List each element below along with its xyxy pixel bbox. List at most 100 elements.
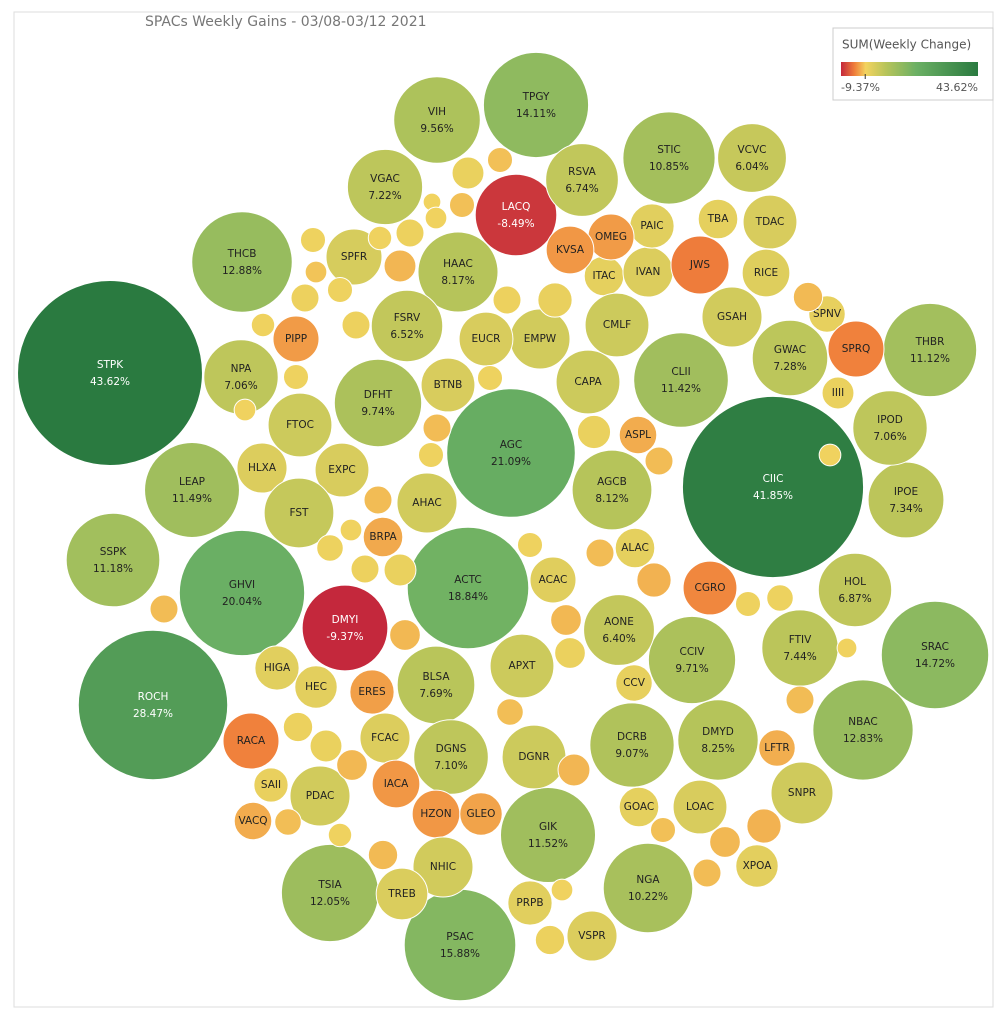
- bubble: [144, 442, 240, 538]
- bubble: [852, 390, 928, 466]
- bubble-label: OMEG: [595, 231, 627, 243]
- bubble-label: GOAC: [624, 801, 655, 813]
- bubble-value: 7.06%: [224, 380, 257, 392]
- bubble: [413, 719, 489, 795]
- bubble: [618, 786, 660, 828]
- bubble: [363, 485, 393, 515]
- bubble: [550, 604, 582, 636]
- bubble: [633, 332, 729, 428]
- bubble-label: SPFR: [341, 251, 367, 263]
- bubble: [770, 761, 834, 825]
- bubble-label: ASPL: [625, 429, 651, 441]
- bubble: [309, 729, 343, 763]
- bubble-label: ACAC: [539, 574, 568, 586]
- bubble-label: CGRO: [694, 582, 725, 594]
- bubble: [396, 645, 476, 725]
- bubble-value: 11.49%: [172, 493, 212, 505]
- bubble: [233, 801, 273, 841]
- bubble-label: TSIA: [317, 879, 342, 891]
- bubble: [557, 753, 591, 787]
- bubble-label: THBR: [915, 336, 945, 348]
- bubble-value: 9.71%: [675, 663, 708, 675]
- bubble: [222, 712, 280, 770]
- bubble-label: EMPW: [524, 333, 557, 345]
- bubble-value: 6.40%: [602, 633, 635, 645]
- bubble: [701, 286, 763, 348]
- bubble: [149, 594, 179, 624]
- bubble: [827, 320, 885, 378]
- bubble-label: FTOC: [286, 419, 314, 431]
- bubble: [649, 816, 677, 844]
- bubble-label: VACQ: [238, 815, 267, 827]
- bubble: [766, 584, 794, 612]
- bubble-label: LEAP: [179, 476, 205, 488]
- bubble-label: GSAH: [717, 311, 747, 323]
- bubble: [417, 441, 445, 469]
- bubble: [742, 194, 798, 250]
- legend-gradient: [841, 62, 978, 76]
- bubble: [576, 414, 612, 450]
- bubble: [496, 698, 524, 726]
- bubble: [375, 867, 429, 921]
- bubble-value: 6.04%: [735, 161, 768, 173]
- bubble-label: CAPA: [574, 376, 602, 388]
- bubble: [282, 363, 310, 391]
- bubble: [233, 398, 257, 422]
- bubble-value: 18.84%: [448, 591, 488, 603]
- bubble-label: RACA: [237, 735, 266, 747]
- bubble: [367, 839, 399, 871]
- bubble-label: NHIC: [430, 861, 456, 873]
- bubble-label: STIC: [657, 144, 681, 156]
- bubble: [191, 211, 293, 313]
- bubble-label: ALAC: [621, 542, 649, 554]
- bubble: [647, 615, 737, 705]
- bubble: [236, 442, 288, 494]
- bubble: [761, 609, 839, 687]
- bubble-label: CLII: [671, 366, 690, 378]
- bubble: [507, 880, 553, 926]
- bubble: [267, 392, 333, 458]
- bubble-value: 7.69%: [419, 688, 452, 700]
- bubble-label: PRPB: [516, 897, 543, 909]
- bubble-label: GIK: [539, 821, 558, 833]
- bubble: [751, 319, 829, 397]
- bubble: [250, 312, 276, 338]
- bubble: [263, 477, 335, 549]
- bubble: [370, 289, 444, 363]
- bubble: [602, 842, 694, 934]
- bubble-value: 7.44%: [783, 651, 816, 663]
- bubble-value: 41.85%: [753, 490, 793, 502]
- bubble: [537, 282, 573, 318]
- bubble: [304, 260, 328, 284]
- bubble: [672, 779, 728, 835]
- bubble: [735, 844, 779, 888]
- bubble-label: GLEO: [467, 808, 496, 820]
- bubble-label: SPNV: [813, 308, 842, 320]
- bubble-value: 11.12%: [910, 353, 950, 365]
- bubble: [554, 637, 586, 669]
- bubble: [424, 206, 448, 230]
- bubble: [583, 594, 655, 666]
- bubble: [314, 442, 370, 498]
- bubble-value: 6.87%: [838, 593, 871, 605]
- bubble-label: PSAC: [446, 931, 474, 943]
- bubble: [65, 512, 161, 608]
- bubble: [389, 619, 421, 651]
- bubble-label: THCB: [227, 248, 257, 260]
- bubble-value: 20.04%: [222, 596, 262, 608]
- bubble: [867, 461, 945, 539]
- bubble: [636, 562, 672, 598]
- bubble-label: PAIC: [640, 220, 663, 232]
- bubble-label: SRAC: [921, 641, 949, 653]
- bubble-label: VCVC: [737, 144, 766, 156]
- bubble-value: 6.52%: [390, 329, 423, 341]
- bubble-label: FST: [290, 507, 310, 519]
- bubble-label: GHVI: [229, 579, 255, 591]
- bubble: [529, 556, 577, 604]
- bubble: [294, 665, 338, 709]
- bubble: [350, 554, 380, 584]
- bubble-label: DMYD: [702, 726, 734, 738]
- chart-title: SPACs Weekly Gains - 03/08-03/12 2021: [145, 14, 427, 30]
- bubble: [451, 156, 485, 190]
- bubble: [697, 198, 739, 240]
